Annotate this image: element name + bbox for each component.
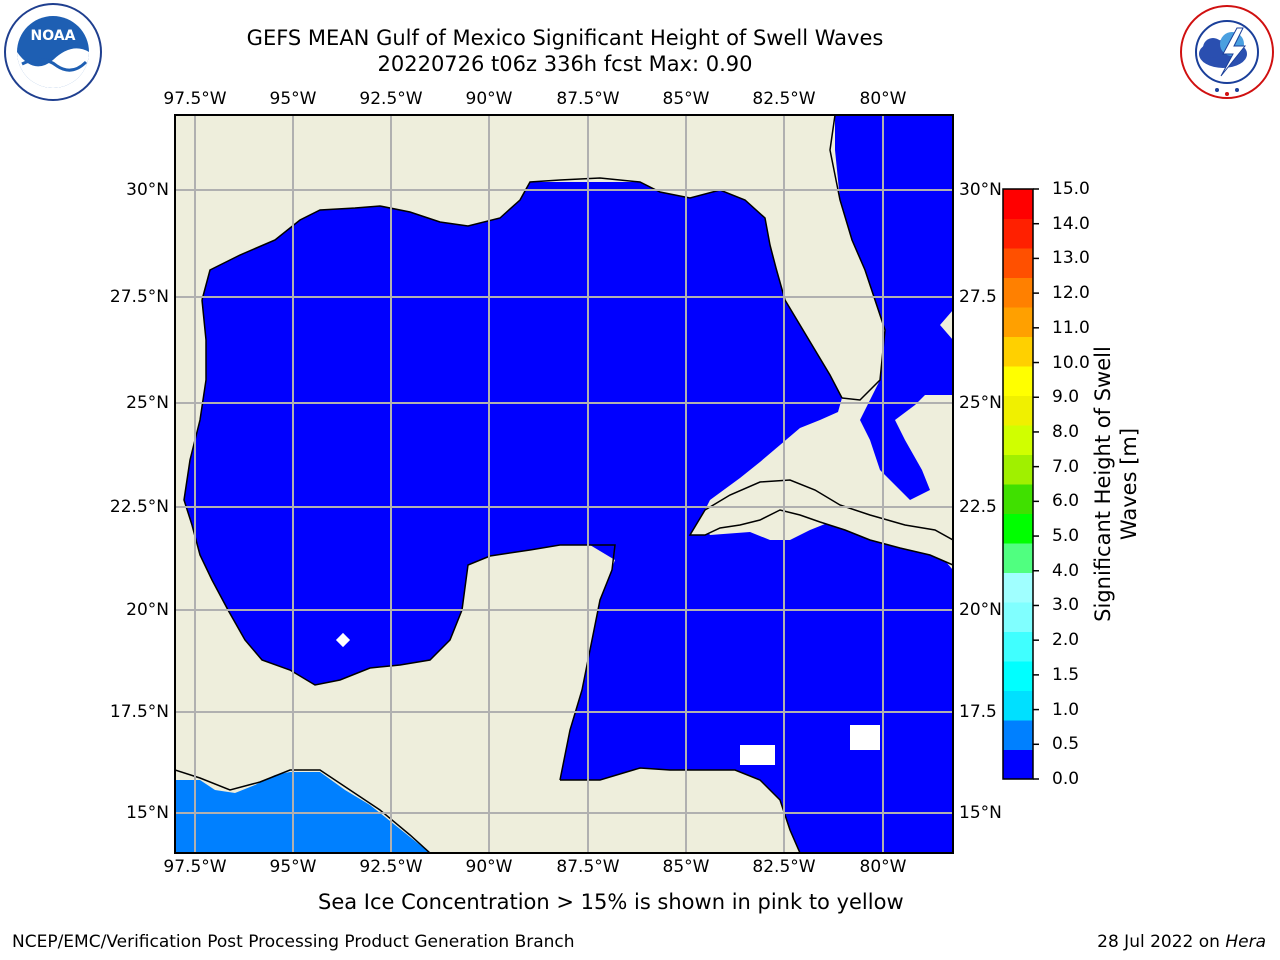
colorbar-segment: [1003, 336, 1033, 367]
colorbar-label: Significant Height of Swell Waves [m]: [1091, 346, 1141, 622]
lon-label-bottom: 85°W: [662, 857, 710, 877]
lat-label-right: 20°N: [959, 600, 1002, 620]
lon-label-top: 80°W: [859, 89, 907, 109]
colorbar-tick-label: 13.0: [1052, 248, 1090, 269]
lon-label-bottom: 92.5°W: [359, 857, 423, 877]
lon-label-bottom: 87.5°W: [556, 857, 620, 877]
colorbar-segment: [1003, 543, 1033, 573]
colorbar-tick-label: 9.0: [1052, 387, 1080, 408]
colorbar-segment: [1003, 218, 1033, 249]
colorbar-tick-label: 12.0: [1052, 283, 1090, 304]
lat-label-left: 15°N: [126, 803, 169, 823]
nodata-patch: [740, 745, 775, 765]
colorbar-tick-label: 14.0: [1052, 213, 1090, 234]
lon-label-bottom: 97.5°W: [163, 857, 227, 877]
lat-label-right: 25°N: [959, 393, 1002, 413]
pacific-coast-outline: [175, 769, 431, 853]
nodata-patch: [335, 632, 351, 648]
chart-title: GEFS MEAN Gulf of Mexico Significant Hei…: [246, 26, 884, 50]
lat-label-left: 20°N: [126, 600, 169, 620]
colorbar-segment: [1003, 189, 1033, 219]
lon-label-top: 97.5°W: [163, 89, 227, 109]
atlantic-water: [835, 115, 953, 500]
colorbar-tick-label: 8.0: [1052, 421, 1080, 442]
colorbar-tick-label: 1.0: [1052, 699, 1080, 720]
colorbar-tick-label: 0.0: [1052, 769, 1080, 789]
colorbar-tick-label: 11.0: [1052, 317, 1090, 338]
lon-label-bottom: 90°W: [465, 857, 513, 877]
lon-label-top: 92.5°W: [359, 89, 423, 109]
lon-label-top: 90°W: [465, 89, 513, 109]
colorbar-segment: [1003, 484, 1033, 514]
colorbar-tick-label: 1.5: [1052, 664, 1080, 685]
colorbar-frame: [1002, 188, 1034, 780]
lat-label-left: 27.5°N: [109, 287, 169, 307]
gulf-coast-outline: [201, 177, 843, 399]
colorbar-segment: [1003, 749, 1033, 780]
nws-logo: [1180, 5, 1274, 99]
footer-machine: Hera: [1225, 932, 1266, 952]
colorbar-segment: [1003, 454, 1033, 485]
colorbar-segment: [1003, 631, 1033, 662]
colorbar-segment: [1003, 602, 1033, 632]
mexico-coast-outline: [183, 299, 463, 686]
grid-lines: [175, 115, 953, 853]
lon-label-top: 95°W: [269, 89, 317, 109]
lon-label-top: 87.5°W: [556, 89, 620, 109]
lat-label-right: 17.5: [959, 702, 997, 722]
colorbar-segment: [1003, 425, 1033, 455]
colorbar-tick-label: 7.0: [1052, 456, 1080, 477]
noaa-logo-text: NOAA: [31, 28, 76, 44]
lon-label-top: 82.5°W: [752, 89, 816, 109]
colorbar-tick-label: 3.0: [1052, 595, 1080, 616]
lon-label-bottom: 95°W: [269, 857, 317, 877]
colorbar-segment: [1003, 690, 1033, 721]
colorbar-segment: [1003, 572, 1033, 603]
colorbar-segment: [1003, 366, 1033, 396]
nodata-patch: [850, 725, 880, 750]
colorbar-tick-label: 2.0: [1052, 630, 1080, 651]
noaa-logo: NOAA: [4, 3, 102, 101]
sea-ice-note: Sea Ice Concentration > 15% is shown in …: [318, 890, 904, 914]
lat-label-left: 25°N: [126, 393, 169, 413]
colorbar-segment: [1003, 277, 1033, 308]
lat-label-right: 30°N: [959, 180, 1002, 200]
lat-label-left: 17.5°N: [109, 702, 169, 722]
lat-label-left: 22.5°N: [109, 497, 169, 517]
lat-label-right: 15°N: [959, 803, 1002, 823]
colorbar-segment: [1003, 720, 1033, 750]
footer-credit: NCEP/EMC/Verification Post Processing Pr…: [12, 932, 575, 952]
lon-label-top: 85°W: [662, 89, 710, 109]
map-frame: [174, 114, 954, 854]
colorbar-tick-label: 4.0: [1052, 560, 1080, 581]
colorbar-segment: [1003, 661, 1033, 691]
colorbar-tick-label: 10.0: [1052, 352, 1090, 373]
footer-date-text: 28 Jul 2022 on: [1097, 932, 1226, 952]
colorbar-tick-label: 0.5: [1052, 734, 1080, 755]
chart-subtitle: 20220726 t06z 336h fcst Max: 0.90: [377, 52, 753, 76]
colorbar-tick-label: 6.0: [1052, 491, 1080, 512]
colorbar-tick-label: 15.0: [1052, 179, 1090, 199]
lon-label-bottom: 82.5°W: [752, 857, 816, 877]
colorbar-segment: [1003, 248, 1033, 278]
lat-label-left: 30°N: [126, 180, 169, 200]
colorbar-segment: [1003, 513, 1033, 544]
colorbar: [1003, 188, 1039, 780]
footer-date: 28 Jul 2022 on Hera: [1097, 932, 1266, 952]
gulf-of-mexico-water: [184, 182, 953, 853]
florida-east-outline: [829, 115, 886, 401]
lon-label-bottom: 80°W: [859, 857, 907, 877]
lat-label-right: 22.5: [959, 497, 997, 517]
lat-label-right: 27.5: [959, 287, 997, 307]
colorbar-segment: [1003, 307, 1033, 337]
colorbar-tick-label: 5.0: [1052, 526, 1080, 547]
colorbar-segment: [1003, 395, 1033, 426]
